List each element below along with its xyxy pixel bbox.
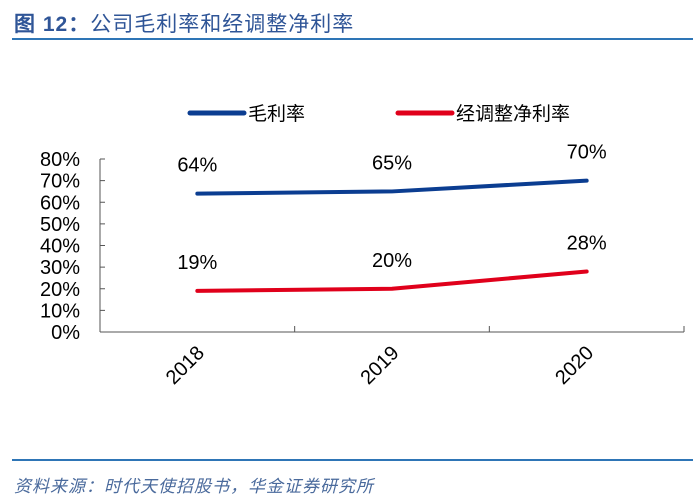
title-divider [12,38,693,40]
data-label: 28% [567,232,607,254]
footer-divider [12,459,693,461]
y-tick-label: 80% [40,149,80,171]
legend-label: 经调整净利率 [456,103,570,125]
y-tick-label: 40% [40,236,80,258]
y-tick-label: 70% [40,171,80,193]
series-line-adjusted-net-margin [195,269,589,293]
y-tick-label: 60% [40,192,80,214]
y-tick-label: 50% [40,214,80,236]
y-tick-label: 20% [40,279,80,301]
y-tick-label: 30% [40,257,80,279]
y-tick-label: 0% [51,322,80,344]
data-label: 64% [177,155,217,177]
legend-label: 毛利率 [248,103,305,125]
y-tick-label: 10% [40,300,80,322]
data-label: 70% [567,142,607,164]
x-tick-label: 2020 [551,342,598,389]
source-note: 资料来源：时代天使招股书，华金证券研究所 [14,477,374,496]
data-label: 65% [372,152,412,174]
figure-title-text: 公司毛利率和经调整净利率 [90,13,355,36]
data-label: 19% [177,252,217,274]
x-tick-label: 2019 [357,342,404,389]
figure-number: 图 12： [14,13,91,36]
series-line-gross-margin [195,178,589,196]
x-tick-label: 2018 [162,342,209,389]
figure-title: 图 12：公司毛利率和经调整净利率 [14,8,354,38]
data-label: 20% [372,250,412,272]
